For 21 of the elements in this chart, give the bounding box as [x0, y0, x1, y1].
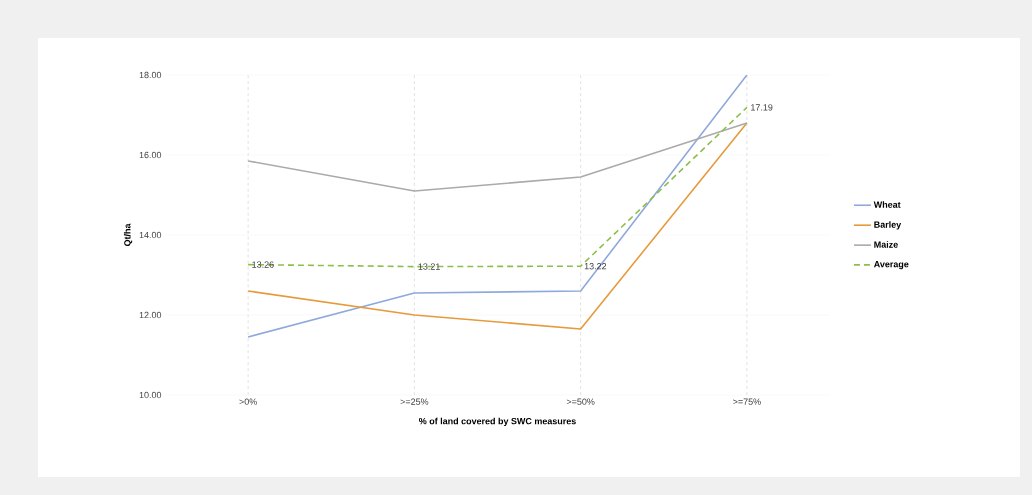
y-tick-label: 10.00: [139, 391, 162, 399]
y-tick-label: 18.00: [139, 71, 162, 79]
x-tick-label: >0%: [239, 398, 257, 405]
x-tick-label: >=25%: [400, 398, 429, 405]
legend-label: Barley: [874, 221, 902, 230]
legend-label: Average: [873, 261, 909, 270]
y-axis-title: Qt/ha: [123, 223, 133, 247]
legend-label: Wheat: [873, 201, 901, 208]
line-series: [247, 75, 748, 338]
y-tick-label: 14.00: [139, 231, 162, 239]
data-label: 17.19: [751, 104, 773, 111]
y-tick-label: 12.00: [139, 311, 162, 319]
line-series: [247, 106, 748, 268]
x-tick-label: >=75%: [733, 398, 761, 405]
legend-label: Maize: [874, 241, 898, 248]
x-tick-label: >=50%: [566, 398, 595, 405]
data-label: 13.22: [584, 263, 607, 270]
y-tick-label: 16.00: [139, 151, 162, 159]
line-series: [247, 122, 748, 330]
x-axis-title: % of land covered by SWC measures: [418, 417, 576, 427]
data-label: 13.21: [418, 263, 440, 270]
